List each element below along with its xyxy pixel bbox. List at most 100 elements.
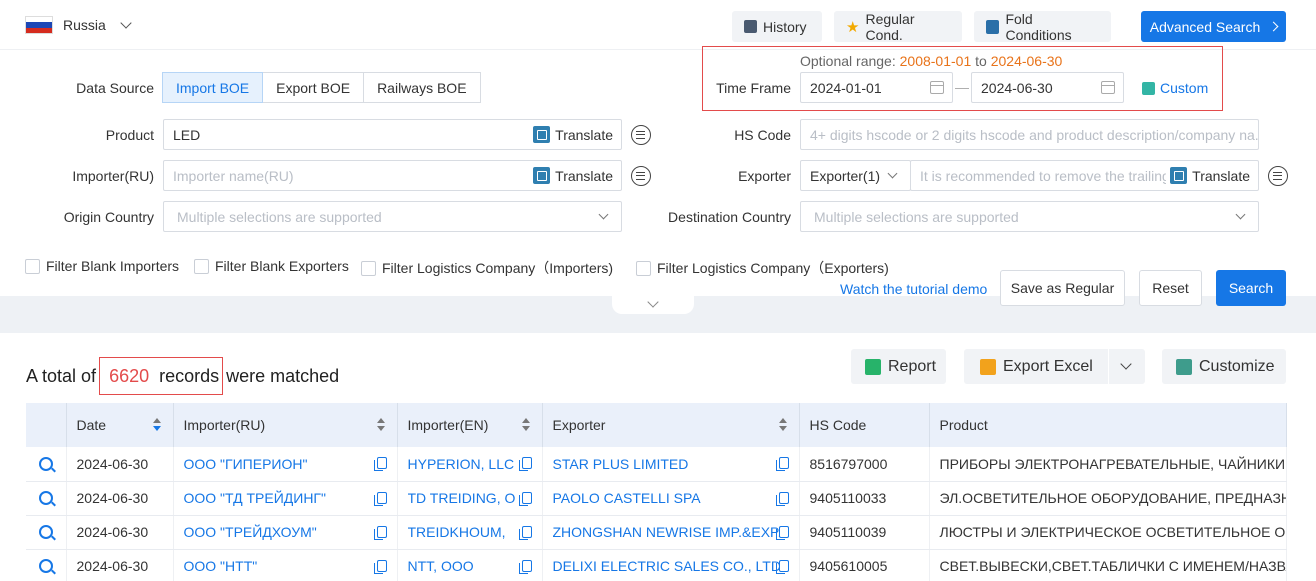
exporter-cell[interactable]: PAOLO CASTELLI SPA <box>542 481 800 516</box>
save-as-regular-button[interactable]: Save as Regular <box>1000 270 1125 306</box>
checkbox[interactable] <box>194 258 209 274</box>
importer-en-link[interactable]: HYPERION, LLC <box>407 455 515 472</box>
custom-range-button[interactable]: Custom <box>1142 80 1208 96</box>
checkbox[interactable] <box>636 260 651 276</box>
importer-en-cell[interactable]: NTT, OOO <box>397 549 543 581</box>
exporter-link[interactable]: DELIXI ELECTRIC SALES CO., LTD. <box>552 558 785 574</box>
exporter-link[interactable]: STAR PLUS LIMITED <box>552 455 689 472</box>
exporter-cell[interactable]: DELIXI ELECTRIC SALES CO., LTD. <box>542 549 800 581</box>
importer-ru-cell[interactable]: ООО "НТТ" <box>173 549 398 581</box>
row-search-cell[interactable] <box>26 515 67 550</box>
importer-ru-link[interactable]: ООО "ТД ТРЕЙДИНГ" <box>183 490 326 506</box>
copy-icon[interactable] <box>518 559 532 574</box>
copy-icon[interactable] <box>373 457 387 471</box>
date-to-input[interactable]: 2024-06-30 <box>971 72 1124 103</box>
translate-icon <box>1170 167 1188 184</box>
translate-button[interactable]: Translate <box>1166 167 1250 184</box>
date-from-input[interactable]: 2024-01-01 <box>800 72 953 103</box>
synonym-icon[interactable] <box>631 166 651 186</box>
tab-railways-boe[interactable]: Railways BOE <box>363 72 481 103</box>
filter-logistics-exporters[interactable]: Filter Logistics Company（Exporters) <box>636 258 889 278</box>
sort-icon[interactable] <box>778 418 787 431</box>
exporter-label: Exporter <box>738 168 791 184</box>
importer-ru-link[interactable]: ООО "ГИПЕРИОН" <box>183 455 308 472</box>
copy-icon[interactable] <box>373 559 387 574</box>
importer-en-link[interactable]: NTT, OOO <box>407 558 474 574</box>
tutorial-link[interactable]: Watch the tutorial demo <box>840 281 988 297</box>
col-exporter[interactable]: Exporter <box>542 403 800 447</box>
search-icon[interactable] <box>38 525 53 539</box>
copy-icon[interactable] <box>518 525 532 540</box>
copy-icon[interactable] <box>518 491 532 506</box>
importer-ru-link[interactable]: ООО "НТТ" <box>183 558 258 574</box>
country-selector[interactable]: Russia <box>25 16 132 34</box>
tab-export-boe[interactable]: Export BOE <box>262 72 365 103</box>
exporter-input[interactable]: It is recommended to remove the trailing… <box>910 160 1259 191</box>
translate-button[interactable]: Translate <box>529 126 613 143</box>
history-icon <box>744 20 757 33</box>
col-importer-ru[interactable]: Importer(RU) <box>173 403 398 447</box>
copy-icon[interactable] <box>775 525 789 540</box>
importer-ru-cell[interactable]: ООО "ТД ТРЕЙДИНГ" <box>173 481 398 516</box>
product-input[interactable]: LED Translate <box>163 119 622 150</box>
checkbox[interactable] <box>361 260 376 276</box>
destination-country-select[interactable]: Multiple selections are supported <box>800 201 1259 232</box>
report-button[interactable]: Report <box>851 349 946 384</box>
search-button[interactable]: Search <box>1216 270 1286 306</box>
sort-icon[interactable] <box>152 418 161 431</box>
exporter-cell[interactable]: ZHONGSHAN NEWRISE IMP.&EXP. <box>542 515 800 550</box>
importer-ru-link[interactable]: ООО "ТРЕЙДХОУМ" <box>183 524 317 540</box>
synonym-icon[interactable] <box>1268 166 1288 186</box>
exporter-cell[interactable]: STAR PLUS LIMITED <box>542 447 800 482</box>
filter-blank-importers[interactable]: Filter Blank Importers <box>25 258 179 274</box>
exporter-link[interactable]: ZHONGSHAN NEWRISE IMP.&EXP. <box>552 524 782 540</box>
fold-conditions-button[interactable]: Fold Conditions <box>974 11 1111 43</box>
translate-button[interactable]: Translate <box>529 167 613 184</box>
copy-icon[interactable] <box>775 457 789 471</box>
sort-icon[interactable] <box>376 418 385 431</box>
row-search-cell[interactable] <box>26 481 67 516</box>
col-hs-code-label: HS Code <box>809 417 867 433</box>
regular-cond-button[interactable]: ★ Regular Cond. <box>834 11 962 43</box>
copy-icon[interactable] <box>373 525 387 540</box>
copy-icon[interactable] <box>775 491 789 506</box>
customize-button[interactable]: Customize <box>1162 349 1286 384</box>
collapse-toggle[interactable] <box>612 296 694 314</box>
importer-input[interactable]: Importer name(RU) Translate <box>163 160 622 191</box>
col-date[interactable]: Date <box>66 403 174 447</box>
importer-ru-cell[interactable]: ООО "ТРЕЙДХОУМ" <box>173 515 398 550</box>
optional-range: Optional range: 2008-01-01 to 2024-06-30 <box>800 53 1062 69</box>
advanced-search-button[interactable]: Advanced Search <box>1141 11 1286 42</box>
date-cell: 2024-06-30 <box>66 549 174 581</box>
product-value: LED <box>173 126 201 143</box>
importer-ru-cell[interactable]: ООО "ГИПЕРИОН" <box>173 447 398 482</box>
sort-icon[interactable] <box>521 418 530 431</box>
filter-logistics-importers[interactable]: Filter Logistics Company（Importers) <box>361 258 613 278</box>
search-icon[interactable] <box>38 456 53 471</box>
importer-en-link[interactable]: TD TREIDING, O <box>407 490 516 506</box>
origin-country-select[interactable]: Multiple selections are supported <box>163 201 622 232</box>
copy-icon[interactable] <box>775 559 789 574</box>
row-search-cell[interactable] <box>26 549 67 581</box>
synonym-icon[interactable] <box>631 125 651 145</box>
search-icon[interactable] <box>38 491 53 505</box>
hs-code-input[interactable]: 4+ digits hscode or 2 digits hscode and … <box>800 119 1259 150</box>
checkbox[interactable] <box>25 258 40 274</box>
importer-en-cell[interactable]: TREIDKHOUM, <box>397 515 543 550</box>
copy-icon[interactable] <box>373 491 387 506</box>
export-excel-button[interactable]: Export Excel <box>964 349 1145 384</box>
importer-en-cell[interactable]: TD TREIDING, O <box>397 481 543 516</box>
col-importer-en[interactable]: Importer(EN) <box>397 403 543 447</box>
chevron-down-icon[interactable] <box>1120 358 1132 370</box>
filter-blank-exporters[interactable]: Filter Blank Exporters <box>194 258 349 274</box>
search-icon[interactable] <box>38 559 53 573</box>
importer-en-cell[interactable]: HYPERION, LLC <box>397 447 543 482</box>
tab-import-boe[interactable]: Import BOE <box>162 72 264 103</box>
exporter-link[interactable]: PAOLO CASTELLI SPA <box>552 490 701 506</box>
history-button[interactable]: History <box>732 11 822 42</box>
row-search-cell[interactable] <box>26 447 67 482</box>
importer-en-link[interactable]: TREIDKHOUM, <box>407 524 506 540</box>
reset-button[interactable]: Reset <box>1139 270 1202 306</box>
exporter-type-select[interactable]: Exporter(1) <box>800 160 911 191</box>
copy-icon[interactable] <box>518 457 532 471</box>
